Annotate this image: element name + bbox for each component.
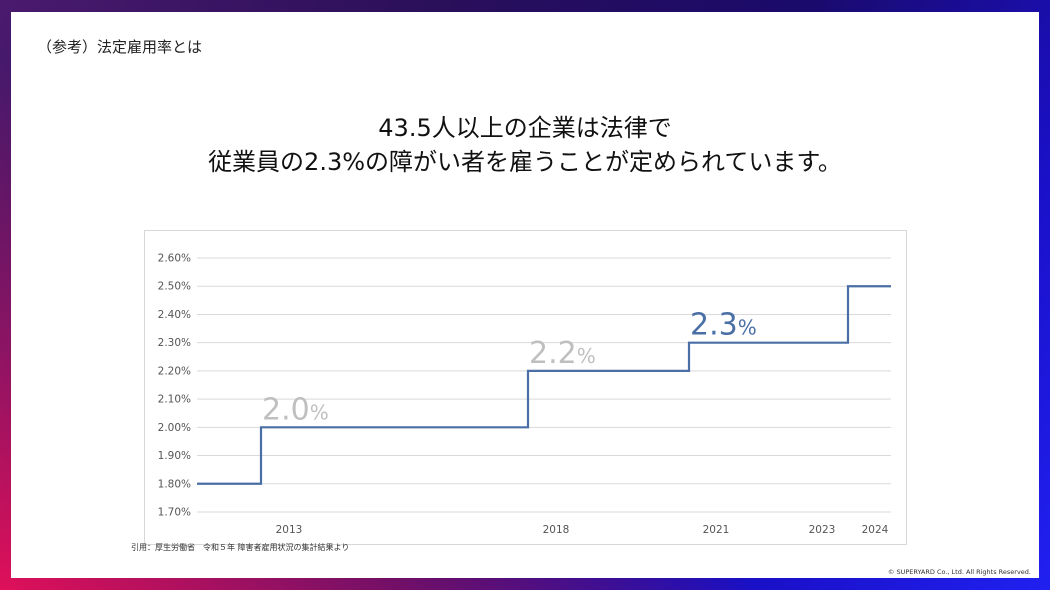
x-tick-label: 2013	[276, 524, 303, 536]
y-tick-label: 1.90%	[158, 450, 191, 462]
x-tick-label: 2018	[543, 524, 570, 536]
y-tick-label: 2.60%	[158, 253, 191, 265]
employment-rate-chart: 1.70% 1.80% 1.90% 2.00% 2.10% 2.20% 2.30% 2.40%…	[144, 230, 907, 545]
rate-annotation: 2.2%	[529, 336, 596, 371]
headline-line-2: 従業員の2.3%の障がい者を雇うことが定められています。	[208, 148, 842, 176]
y-tick-label: 2.50%	[158, 281, 191, 293]
headline-line-1: 43.5人以上の企業は法律で	[378, 114, 672, 142]
chart-canvas: 1.70% 1.80% 1.90% 2.00% 2.10% 2.20% 2.30% 2.40%…	[158, 253, 891, 536]
source-note: 引用：厚生労働省 令和５年 障害者雇用状況の集計結果より	[131, 543, 350, 552]
y-tick-label: 2.10%	[158, 394, 191, 406]
copyright: © SUPERYARD Co., Ltd. All Rights Reserve…	[887, 568, 1031, 576]
y-tick-label: 2.20%	[158, 365, 191, 377]
series-step-line	[197, 285, 891, 485]
rate-annotation: 2.3%	[690, 308, 757, 343]
y-tick-label: 1.70%	[158, 507, 191, 519]
y-tick-label: 2.40%	[158, 309, 191, 321]
y-tick-label: 1.80%	[158, 478, 191, 490]
x-tick-label: 2024	[862, 524, 889, 536]
x-tick-label: 2021	[703, 524, 730, 536]
y-tick-label: 2.00%	[158, 422, 191, 434]
slide-heading: （参考）法定雇用率とは	[37, 38, 203, 56]
slide: （参考）法定雇用率とは 43.5人以上の企業は法律で 従業員の2.3%の障がい者…	[11, 12, 1039, 578]
y-tick-label: 2.30%	[158, 337, 191, 349]
rate-annotation: 2.0%	[262, 392, 329, 427]
x-tick-label: 2023	[809, 524, 836, 536]
